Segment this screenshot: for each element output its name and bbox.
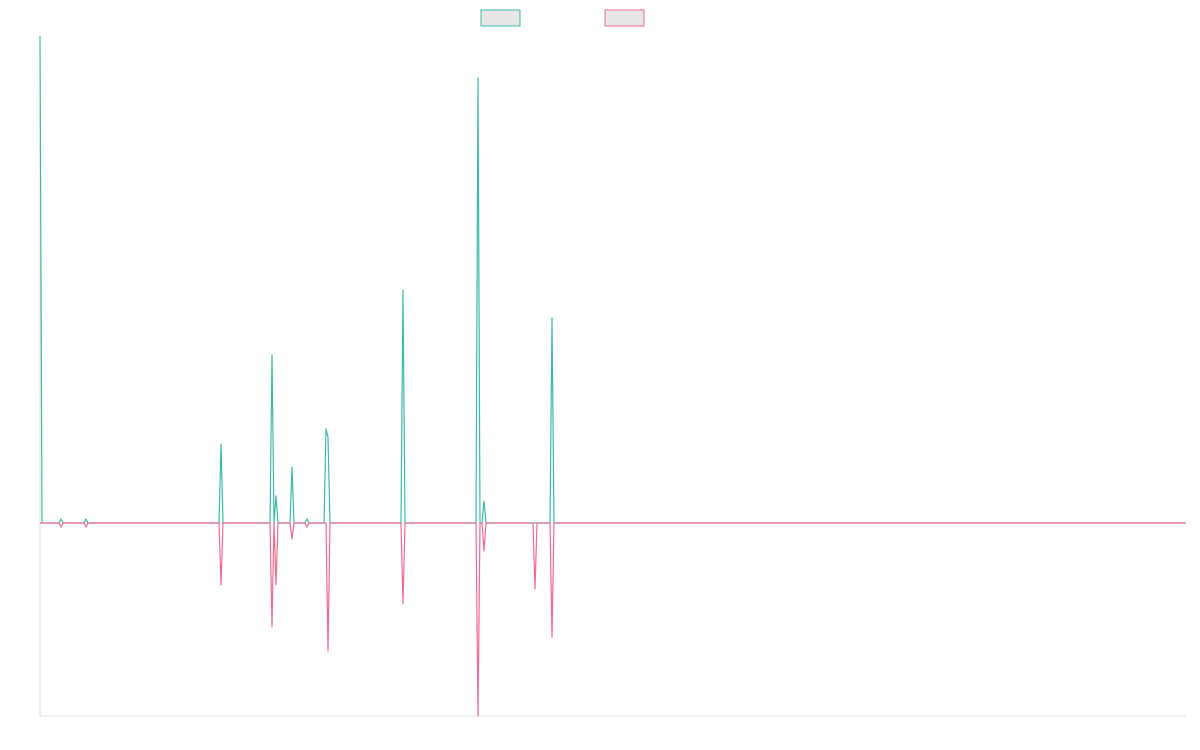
- legend-swatch[interactable]: [480, 9, 521, 27]
- legend-swatch[interactable]: [604, 9, 645, 27]
- series-line: [39, 35, 1186, 524]
- series-line: [40, 522, 1186, 717]
- legend: [480, 9, 645, 27]
